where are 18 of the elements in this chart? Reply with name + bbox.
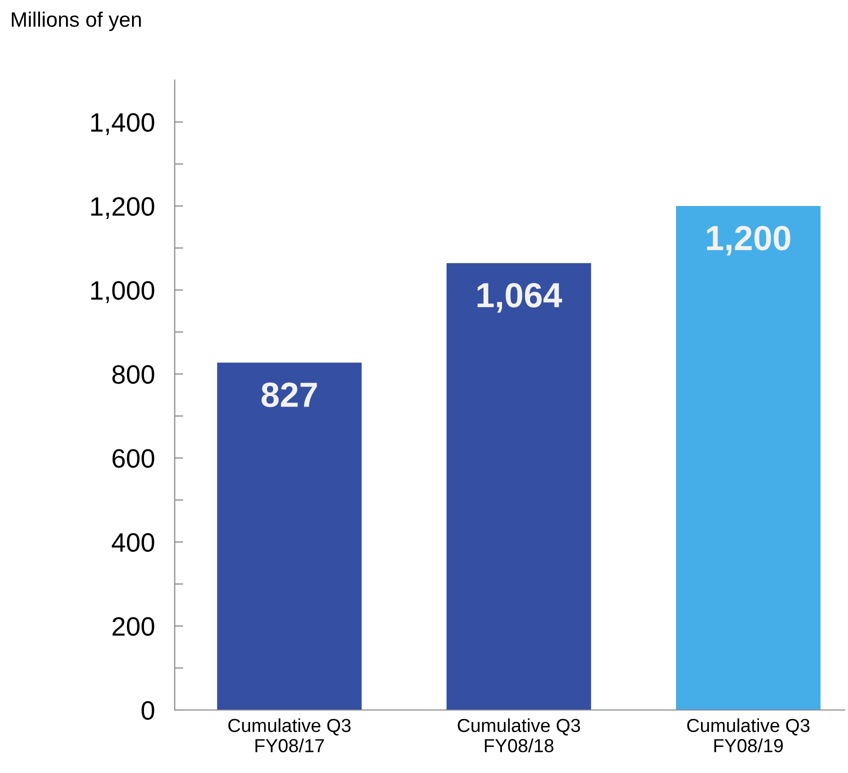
bar [676, 206, 821, 710]
y-tick-label: 1,000 [91, 281, 154, 303]
x-tick-label: Cumulative Q3 FY08/19 [687, 718, 810, 752]
data-label: 1,200 [706, 226, 790, 256]
y-tick-label: 0 [142, 701, 154, 720]
y-tick-label: 1,400 [91, 113, 154, 135]
bar [446, 263, 592, 710]
data-label: 1,064 [478, 282, 562, 313]
x-tick-label: Cumulative Q3 FY08/18 [458, 718, 580, 752]
y-tick-label: 800 [112, 365, 154, 384]
y-tick-label: 600 [112, 449, 154, 468]
x-tick-label: Cumulative Q3 FY08/17 [228, 718, 351, 752]
bar [217, 362, 362, 710]
y-axis-title: Millions of yen [12, 12, 141, 32]
data-label: 827 [262, 382, 317, 408]
y-tick-label: 400 [112, 533, 154, 552]
y-tick-label: 200 [112, 617, 154, 636]
y-tick-label: 1,200 [91, 197, 154, 219]
